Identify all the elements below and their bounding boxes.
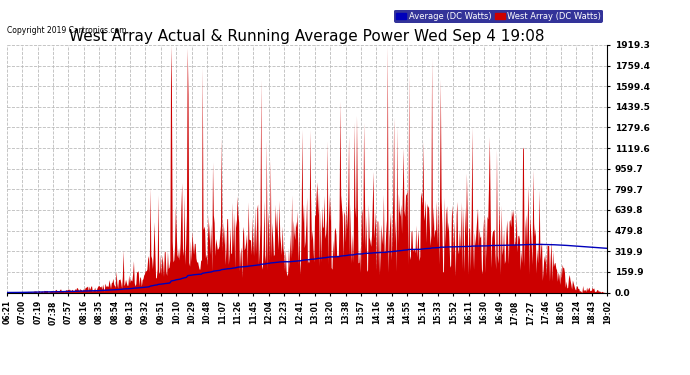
Title: West Array Actual & Running Average Power Wed Sep 4 19:08: West Array Actual & Running Average Powe… — [69, 29, 545, 44]
Legend: Average (DC Watts), West Array (DC Watts): Average (DC Watts), West Array (DC Watts… — [394, 10, 603, 23]
Text: Copyright 2019 Cartronics.com: Copyright 2019 Cartronics.com — [7, 26, 126, 35]
